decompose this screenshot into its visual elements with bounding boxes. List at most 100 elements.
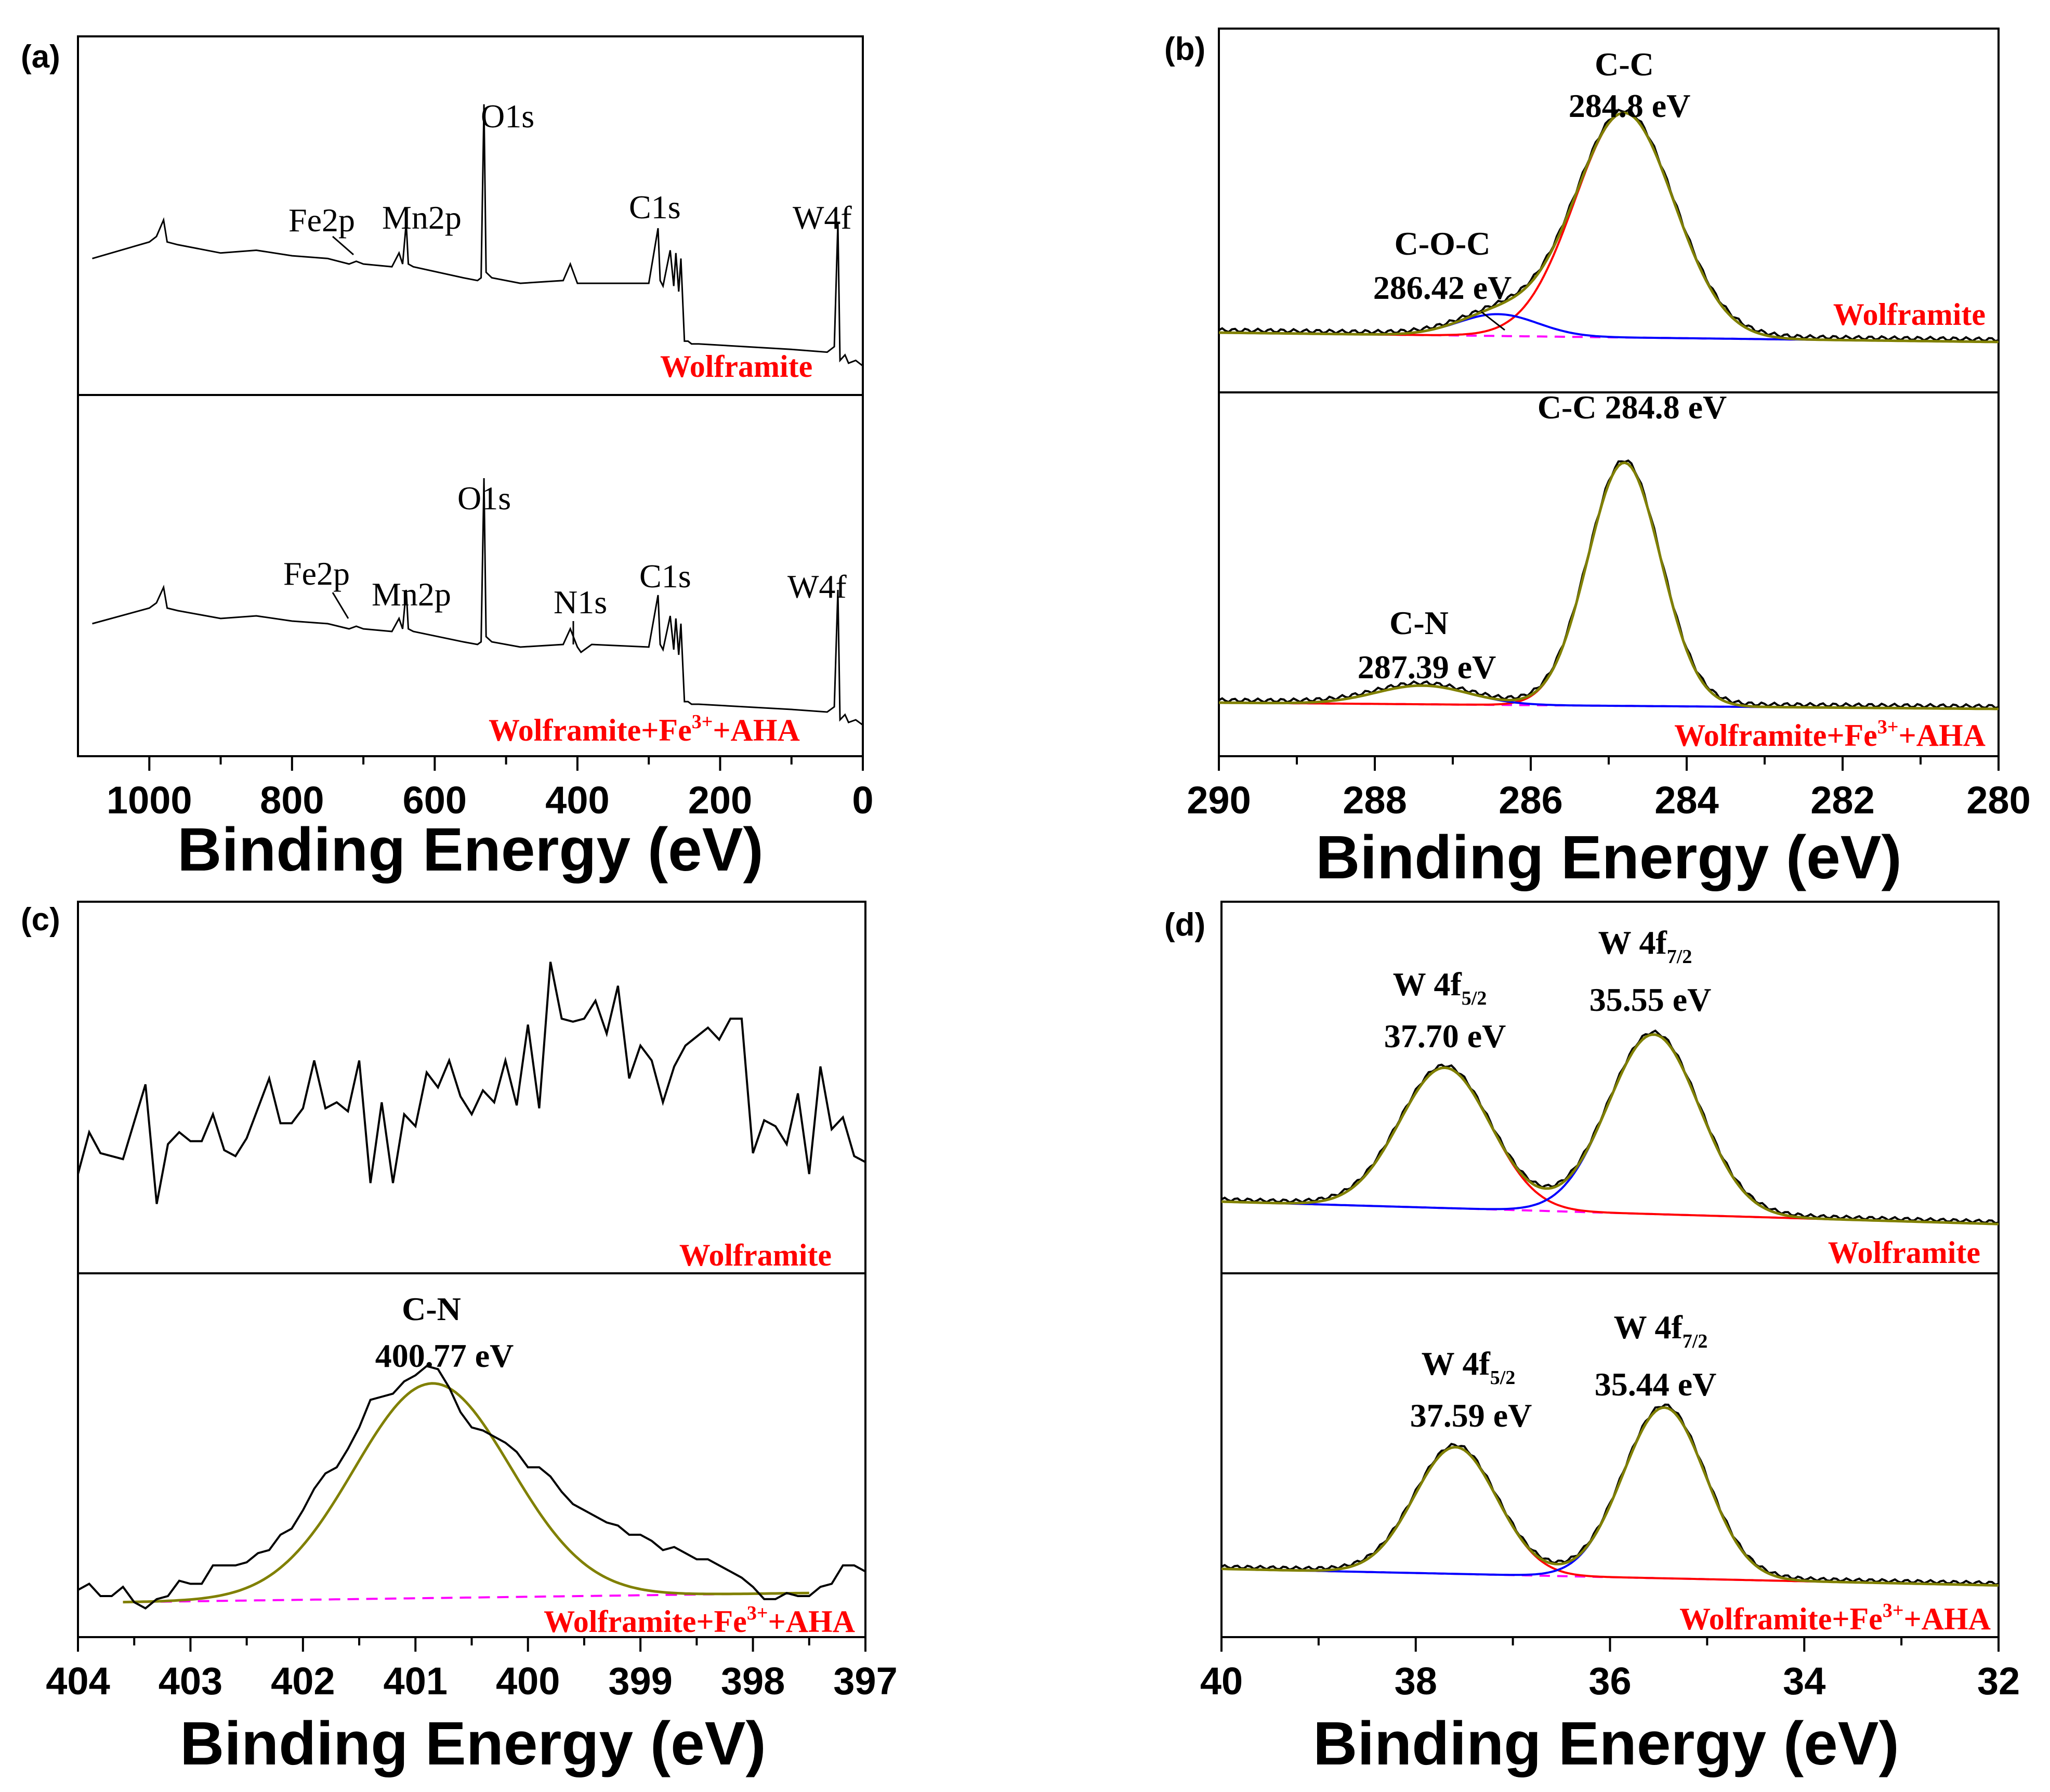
w4f52-label-top: W 4f5/2 bbox=[1393, 966, 1487, 1009]
n1s-raw-treated bbox=[77, 1365, 866, 1610]
cc-label-line1: C-C bbox=[1595, 46, 1654, 83]
x-axis-ticks-d: 40 38 36 34 32 bbox=[1200, 1637, 2020, 1703]
raw-spectrum bbox=[1221, 1403, 1999, 1586]
fe2p-label: Fe2p bbox=[283, 555, 350, 592]
b-curves bbox=[1218, 109, 1999, 710]
x-tick-label: 286 bbox=[1499, 779, 1562, 822]
survey-line-treated bbox=[92, 478, 863, 726]
sample-label-treated-d: Wolframite+Fe3++AHA bbox=[1679, 1600, 1991, 1636]
cc-label-line2: 284.8 eV bbox=[1569, 87, 1691, 124]
x-tick-label: 800 bbox=[260, 779, 324, 822]
cn-label-line2: 400.77 eV bbox=[375, 1337, 514, 1374]
sample-label-wolframite-a: Wolframite bbox=[660, 349, 812, 384]
cn-label-line1: C-N bbox=[402, 1290, 461, 1327]
x-tick-label: 400 bbox=[496, 1659, 560, 1703]
fe2p-arrow bbox=[332, 235, 354, 256]
d-curves bbox=[1221, 1029, 1999, 1587]
envelope-fit bbox=[1221, 1033, 1999, 1226]
fe2p-arrow bbox=[332, 592, 349, 619]
sample-label-treated-c: Wolframite+Fe3++AHA bbox=[544, 1602, 855, 1639]
w4f-label: W4f bbox=[793, 199, 852, 236]
raw-spectrum bbox=[1218, 459, 1999, 709]
x-tick-label: 403 bbox=[159, 1659, 222, 1703]
component-peak-w-4f5-2 bbox=[1221, 1066, 1999, 1226]
panel-b: (b) C-C 284.8 eV C-O-C 286.42 eV Wolfram… bbox=[1164, 28, 2031, 892]
cc-label-bottom: C-C 284.8 eV bbox=[1538, 389, 1727, 426]
x-tick-label: 399 bbox=[608, 1659, 672, 1703]
sample-label-wolframite-c: Wolframite bbox=[679, 1238, 832, 1272]
x-tick-label: 40 bbox=[1200, 1659, 1243, 1703]
x-tick-label: 288 bbox=[1343, 779, 1407, 822]
x-tick-label: 398 bbox=[721, 1659, 785, 1703]
component-peak-w-4f5-2 bbox=[1221, 1446, 1999, 1587]
coc-arrow bbox=[1481, 311, 1505, 331]
panel-a-frame bbox=[77, 35, 864, 757]
x-tick-label: 400 bbox=[545, 779, 609, 822]
x-axis-ticks-a: 1000 800 600 400 200 0 bbox=[107, 756, 874, 822]
panel-label-c: (c) bbox=[21, 902, 60, 938]
fe2p-label: Fe2p bbox=[288, 202, 355, 239]
w4f52-energy-top: 37.70 eV bbox=[1384, 1018, 1506, 1055]
x-axis-title-c: Binding Energy (eV) bbox=[180, 1709, 766, 1778]
component-peak-c-n bbox=[1219, 684, 1999, 710]
mn2p-label: Mn2p bbox=[382, 199, 462, 236]
w4f72-energy-bottom: 35.44 eV bbox=[1595, 1366, 1717, 1403]
x-tick-label: 404 bbox=[46, 1659, 110, 1703]
x-tick-label: 32 bbox=[1977, 1659, 2020, 1703]
c1s-label: C1s bbox=[639, 558, 691, 595]
sample-label-treated-b: Wolframite+Fe3++AHA bbox=[1674, 716, 1986, 753]
w4f-label: W4f bbox=[787, 568, 847, 605]
coc-label-line2: 286.42 eV bbox=[1373, 269, 1512, 306]
survey-line-wolframite bbox=[92, 104, 863, 367]
x-tick-label: 0 bbox=[852, 779, 873, 822]
panel-label-a: (a) bbox=[21, 39, 60, 75]
panel-d: (d) W 4f5/2 37.70 eV W 4f7/2 35.55 eV Wo… bbox=[1164, 901, 2020, 1778]
panel-a: (a) O1s Fe2p Mn2p C1s W4f Wolframite O1s… bbox=[21, 35, 874, 884]
raw-spectrum bbox=[1221, 1029, 1999, 1224]
sample-label-treated-a: Wolframite+Fe3++AHA bbox=[489, 711, 800, 747]
x-axis-title-a: Binding Energy (eV) bbox=[177, 815, 764, 884]
o1s-label: O1s bbox=[457, 480, 511, 517]
c1s-label: C1s bbox=[629, 189, 681, 226]
x-tick-label: 600 bbox=[403, 779, 467, 822]
x-tick-label: 36 bbox=[1588, 1659, 1631, 1703]
n1s-raw-wolframite bbox=[77, 961, 866, 1204]
w4f72-energy-top: 35.55 eV bbox=[1589, 981, 1712, 1018]
mn2p-label: Mn2p bbox=[372, 576, 451, 613]
w4f72-label-top: W 4f7/2 bbox=[1598, 924, 1692, 968]
x-tick-label: 282 bbox=[1810, 779, 1874, 822]
x-tick-label: 280 bbox=[1966, 779, 2030, 822]
x-axis-ticks-b: 290 288 286 284 282 280 bbox=[1187, 756, 2031, 822]
x-tick-label: 200 bbox=[688, 779, 752, 822]
sample-label-wolframite-b: Wolframite bbox=[1833, 297, 1986, 332]
cn-label-line2: 287.39 eV bbox=[1358, 649, 1496, 686]
x-tick-label: 290 bbox=[1187, 779, 1251, 822]
x-tick-label: 1000 bbox=[107, 779, 192, 822]
panel-label-d: (d) bbox=[1164, 907, 1205, 943]
o1s-label: O1s bbox=[481, 98, 534, 135]
component-peak-c-c bbox=[1219, 462, 1999, 710]
x-tick-label: 38 bbox=[1395, 1659, 1437, 1703]
x-axis-title-d: Binding Energy (eV) bbox=[1313, 1709, 1899, 1778]
envelope-fit bbox=[1218, 111, 1999, 344]
cn-label-line1: C-N bbox=[1389, 604, 1449, 641]
coc-label-line1: C-O-C bbox=[1395, 225, 1491, 262]
panel-label-b: (b) bbox=[1164, 31, 1205, 67]
x-axis-ticks-c: 404 403 402 401 400 399 398 397 bbox=[46, 1637, 898, 1703]
envelope-fit bbox=[1221, 1406, 1999, 1587]
envelope-fit bbox=[1219, 461, 1999, 710]
x-tick-label: 397 bbox=[833, 1659, 897, 1703]
x-tick-label: 402 bbox=[271, 1659, 335, 1703]
x-axis-title-b: Binding Energy (eV) bbox=[1316, 823, 1902, 892]
w4f72-label-bottom: W 4f7/2 bbox=[1614, 1309, 1708, 1352]
w4f52-energy-bottom: 37.59 eV bbox=[1410, 1397, 1532, 1434]
x-tick-label: 284 bbox=[1654, 779, 1718, 822]
n1s-fit-curve bbox=[123, 1382, 809, 1604]
sample-label-wolframite-d: Wolframite bbox=[1828, 1235, 1980, 1270]
component-peak-w-4f7-2 bbox=[1221, 1406, 1999, 1587]
panel-c: (c) Wolframite C-N 400.77 eV Wolframite+… bbox=[21, 901, 898, 1778]
w4f52-label-bottom: W 4f5/2 bbox=[1422, 1345, 1516, 1389]
n1s-label: N1s bbox=[554, 584, 607, 621]
x-tick-label: 401 bbox=[384, 1659, 448, 1703]
